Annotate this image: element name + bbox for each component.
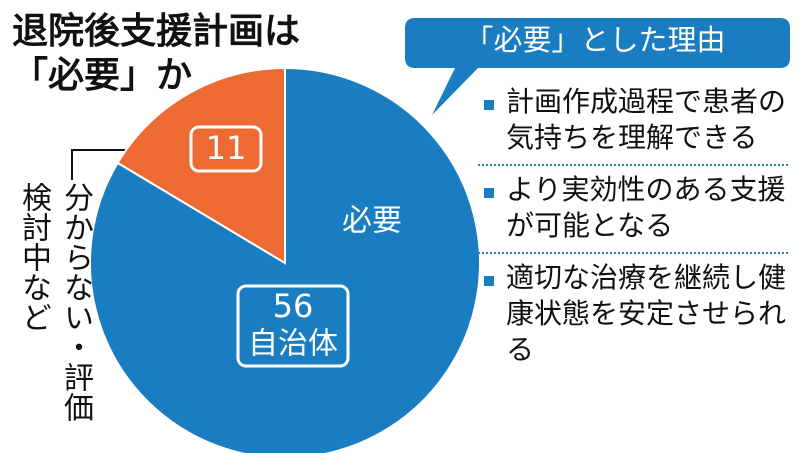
slice-label: 必要 xyxy=(342,204,402,239)
value-label: 11 xyxy=(206,129,247,167)
title: 退院後支援計画は xyxy=(12,11,301,52)
reasons-header: 「必要」とした理由 xyxy=(464,23,726,57)
unit-label: 自治体 xyxy=(248,327,338,362)
title: 「必要」か xyxy=(12,55,193,96)
reason-item: 計画作成過程で患者の気持ちを理解できる xyxy=(478,78,788,166)
value-box xyxy=(236,284,350,368)
reasons-list: 計画作成過程で患者の気持ちを理解できる より実効性のある支援が可能となる 適切な治療… xyxy=(478,78,788,376)
slice xyxy=(89,66,481,453)
value-box xyxy=(189,125,263,173)
value-label: 56 xyxy=(273,287,314,325)
reason-item: 適切な治療を継続し健康状態を安定させられる xyxy=(478,254,788,376)
slice xyxy=(116,66,286,265)
slice-label: 分からない・評価検討中など xyxy=(16,182,93,422)
reason-item: より実効性のある支援が可能となる xyxy=(478,166,788,254)
header-box xyxy=(405,18,790,115)
leader-line xyxy=(71,149,138,180)
